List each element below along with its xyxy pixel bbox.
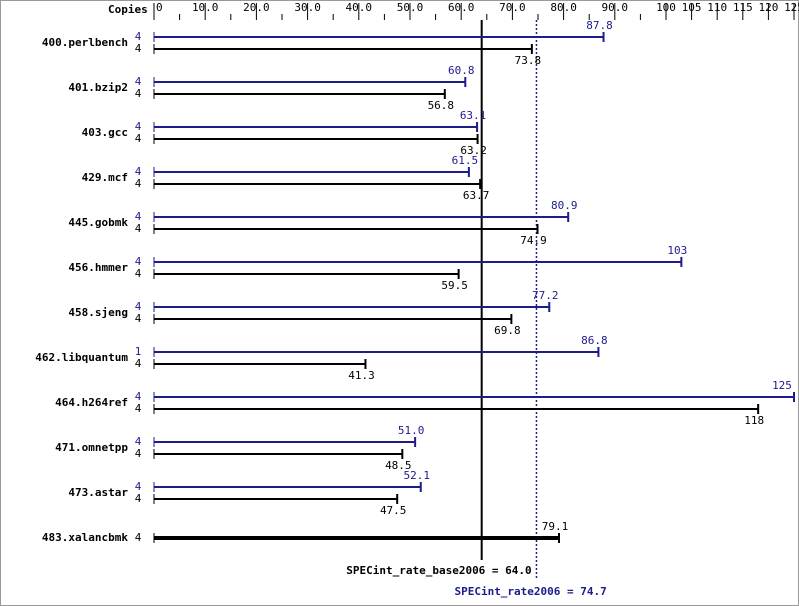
value-label: 118: [744, 414, 764, 427]
value-label: 59.5: [441, 279, 468, 292]
value-label: 73.8: [515, 54, 542, 67]
value-label: 103: [667, 244, 687, 257]
value-label: 56.8: [428, 99, 455, 112]
value-label: 60.8: [448, 64, 475, 77]
copies: 4: [135, 30, 142, 43]
value-label: 87.8: [586, 19, 613, 32]
value-label: 52.1: [404, 469, 431, 482]
copies: 4: [135, 480, 142, 493]
value-label: 125: [772, 379, 792, 392]
category-label: 401.bzip2: [68, 81, 128, 94]
copies: 4: [135, 177, 142, 190]
category-label: 445.gobmk: [68, 216, 128, 229]
copies: 4: [135, 255, 142, 268]
x-tick-label: 20.0: [243, 1, 270, 14]
category-label: 483.xalancbmk: [42, 531, 128, 544]
x-tick-label: 125: [784, 1, 799, 14]
category-label: 471.omnetpp: [55, 441, 128, 454]
value-label: 69.8: [494, 324, 521, 337]
reference-label: SPECint_rate_base2006 = 64.0: [346, 564, 531, 577]
copies: 4: [135, 492, 142, 505]
x-tick-label: 105: [682, 1, 702, 14]
category-label: 429.mcf: [82, 171, 128, 184]
copies: 4: [135, 267, 142, 280]
category-label: 473.astar: [68, 486, 128, 499]
category-label: 403.gcc: [82, 126, 128, 139]
copies: 4: [135, 87, 142, 100]
value-label: 74.9: [520, 234, 547, 247]
x-tick-label: 0: [156, 1, 163, 14]
copies: 4: [135, 120, 142, 133]
value-label: 41.3: [348, 369, 375, 382]
value-label: 77.2: [532, 289, 559, 302]
copies: 4: [135, 357, 142, 370]
x-tick-label: 10.0: [192, 1, 219, 14]
copies: 4: [135, 42, 142, 55]
value-label: 63.1: [460, 109, 487, 122]
x-tick-label: 30.0: [294, 1, 321, 14]
category-label: 462.libquantum: [35, 351, 128, 364]
category-label: 464.h264ref: [55, 396, 128, 409]
value-label: 86.8: [581, 334, 608, 347]
category-label: 456.hmmer: [68, 261, 128, 274]
x-tick-label: 50.0: [397, 1, 424, 14]
value-label: 80.9: [551, 199, 578, 212]
reference-label: SPECint_rate2006 = 74.7: [454, 585, 606, 598]
copies: 4: [135, 300, 142, 313]
copies: 4: [135, 210, 142, 223]
category-label: 400.perlbench: [42, 36, 128, 49]
copies: 4: [135, 75, 142, 88]
value-label: 79.1: [542, 520, 569, 533]
x-tick-label: 120: [758, 1, 778, 14]
copies: 4: [135, 390, 142, 403]
value-label: 61.5: [452, 154, 479, 167]
value-label: 63.7: [463, 189, 490, 202]
copies: 4: [135, 222, 142, 235]
copies: 4: [135, 435, 142, 448]
copies: 1: [135, 345, 142, 358]
copies: 4: [135, 447, 142, 460]
value-label: 48.5: [385, 459, 412, 472]
x-tick-label: 60.0: [448, 1, 475, 14]
x-tick-label: 70.0: [499, 1, 526, 14]
x-tick-label: 110: [707, 1, 727, 14]
copies: 4: [135, 531, 142, 544]
value-label: 51.0: [398, 424, 425, 437]
copies: 4: [135, 165, 142, 178]
value-label: 47.5: [380, 504, 407, 517]
x-tick-label: 115: [733, 1, 753, 14]
x-tick-label: 100: [656, 1, 676, 14]
copies: 4: [135, 402, 142, 415]
x-tick-label: 80.0: [550, 1, 577, 14]
category-label: 458.sjeng: [68, 306, 128, 319]
copies-header: Copies: [108, 3, 148, 16]
x-tick-label: 90.0: [602, 1, 629, 14]
copies: 4: [135, 312, 142, 325]
value-label: 63.2: [460, 144, 487, 157]
copies: 4: [135, 132, 142, 145]
x-tick-label: 40.0: [346, 1, 373, 14]
